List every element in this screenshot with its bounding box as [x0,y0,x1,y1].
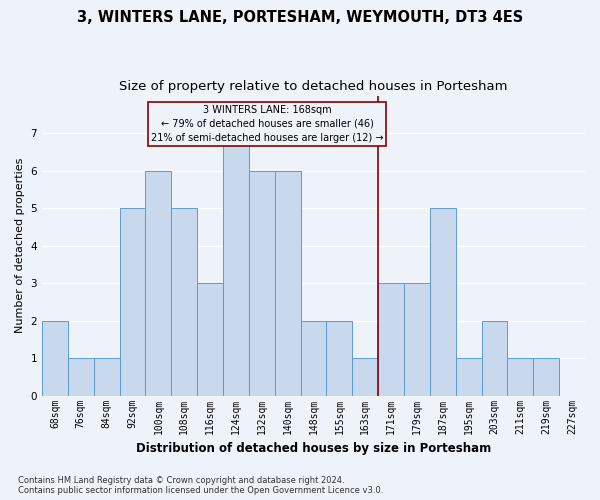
Bar [197,283,223,396]
Bar [326,320,352,396]
Bar [352,358,378,396]
Bar [223,133,249,396]
Bar [482,320,508,396]
Bar [508,358,533,396]
Y-axis label: Number of detached properties: Number of detached properties [15,158,25,334]
Bar [301,320,326,396]
Title: Size of property relative to detached houses in Portesham: Size of property relative to detached ho… [119,80,508,93]
Bar [172,208,197,396]
Bar [119,208,145,396]
Bar [42,320,68,396]
Bar [94,358,119,396]
Bar [533,358,559,396]
Bar [145,170,172,396]
Text: 3, WINTERS LANE, PORTESHAM, WEYMOUTH, DT3 4ES: 3, WINTERS LANE, PORTESHAM, WEYMOUTH, DT… [77,10,523,25]
Bar [68,358,94,396]
Text: 3 WINTERS LANE: 168sqm
← 79% of detached houses are smaller (46)
21% of semi-det: 3 WINTERS LANE: 168sqm ← 79% of detached… [151,105,383,143]
Bar [378,283,404,396]
Bar [456,358,482,396]
Bar [404,283,430,396]
Bar [249,170,275,396]
X-axis label: Distribution of detached houses by size in Portesham: Distribution of detached houses by size … [136,442,491,455]
Bar [430,208,456,396]
Bar [275,170,301,396]
Text: Contains HM Land Registry data © Crown copyright and database right 2024.
Contai: Contains HM Land Registry data © Crown c… [18,476,383,495]
